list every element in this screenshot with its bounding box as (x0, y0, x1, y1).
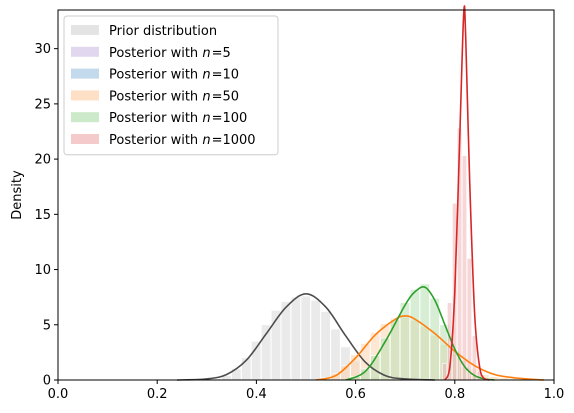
legend-swatch-5 (71, 134, 99, 144)
legend-swatch-4 (71, 112, 99, 123)
density-curve-series-4 (345, 286, 495, 381)
y-tick-label-5: 25 (34, 97, 51, 112)
y-tick-label-1: 5 (43, 318, 51, 333)
legend-label-4: Posterior with n=100 (109, 111, 247, 126)
hist-bar-series-4-bin-7 (419, 283, 430, 381)
legend-label-2: Posterior with n=10 (109, 68, 239, 83)
legend-box (63, 15, 279, 156)
hist-bar-series-0-bin-11 (320, 311, 331, 381)
y-tick-label-3: 15 (34, 208, 51, 223)
y-axis-label: Density (10, 170, 25, 220)
density-curve-series-0 (177, 293, 435, 381)
legend-swatch-2 (71, 68, 99, 79)
legend-label-0: Prior distribution (109, 24, 217, 39)
histogram-layer (211, 127, 520, 381)
hist-bar-series-0-bin-9 (300, 295, 311, 381)
hist-bar-series-0-bin-10 (310, 300, 321, 381)
x-tick-label-3: 0.6 (345, 387, 366, 402)
legend-swatch-0 (71, 25, 99, 35)
hist-bar-series-0-bin-12 (330, 328, 341, 381)
density-curve-layer (177, 5, 545, 381)
hist-bar-series-5-bin-4 (461, 155, 467, 381)
y-tick-label-4: 20 (34, 153, 51, 168)
legend-label-1: Posterior with n=5 (109, 46, 231, 61)
hist-bar-series-4-bin-5 (399, 302, 410, 381)
x-tick-label-1: 0.2 (147, 387, 168, 402)
legend-label-3: Posterior with n=50 (109, 89, 239, 104)
y-tick-label-0: 0 (43, 374, 51, 389)
legend-swatch-1 (71, 46, 99, 57)
x-tick-label-2: 0.4 (246, 387, 267, 402)
y-tick-label-6: 30 (34, 42, 51, 57)
x-tick-label-0: 0.0 (48, 387, 69, 402)
y-axis: 0 5 10 15 20 25 30 (34, 42, 58, 389)
x-tick-label-5: 1.0 (544, 387, 565, 402)
hist-bar-series-0-bin-7 (280, 301, 291, 381)
plot-frame (57, 9, 555, 381)
legend: Prior distribution Posterior with n=5 Post… (63, 15, 279, 156)
legend-label-5: Posterior with n=1000 (109, 133, 256, 148)
hist-bar-series-0-bin-8 (290, 296, 301, 381)
x-axis: 0.0 0.2 0.4 0.6 0.8 1.0 (48, 380, 565, 402)
density-curve-series-5 (444, 5, 490, 381)
x-tick-label-4: 0.8 (444, 387, 465, 402)
hist-bar-series-4-bin-6 (409, 289, 420, 381)
density-curve-series-3 (315, 315, 545, 381)
legend-swatch-3 (71, 90, 99, 101)
hist-bar-series-4-bin-8 (429, 297, 440, 381)
y-tick-label-2: 10 (34, 263, 51, 278)
